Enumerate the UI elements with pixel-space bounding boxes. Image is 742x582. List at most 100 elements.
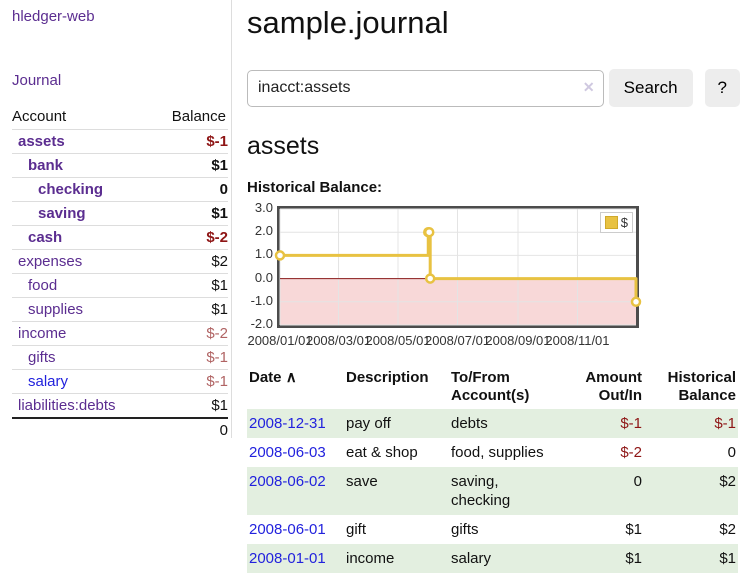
chart-title: Historical Balance: bbox=[247, 179, 383, 196]
x-axis-tick-label: 2008/09/01 bbox=[485, 333, 551, 348]
transactions-header-row: Date ∧ Description To/From Account(s) Am… bbox=[247, 365, 738, 409]
y-axis-tick-label: 2.0 bbox=[254, 223, 273, 239]
account-row: supplies $1 bbox=[12, 297, 228, 321]
transaction-amount: $1 bbox=[625, 550, 642, 567]
sidebar-account-link-checking[interactable]: checking bbox=[38, 181, 104, 198]
account-balance-value: $-2 bbox=[206, 325, 228, 342]
account-balance-value: 0 bbox=[219, 181, 228, 198]
brand-link[interactable]: hledger-web bbox=[12, 8, 95, 25]
transaction-balance: $-1 bbox=[714, 415, 736, 432]
sidebar-account-link-supplies[interactable]: supplies bbox=[28, 301, 84, 318]
account-balance-value: $1 bbox=[211, 157, 228, 174]
transaction-amount: 0 bbox=[633, 473, 642, 490]
account-balance-value: $-1 bbox=[206, 373, 228, 390]
account-rows: assets $-1 bank $1 checking 0 saving $1 cash $-2 e… bbox=[12, 129, 228, 417]
x-axis-tick-label: 2008/07/01 bbox=[424, 333, 491, 348]
transactions-table: Date ∧ Description To/From Account(s) Am… bbox=[247, 365, 738, 573]
account-balance-value: $-1 bbox=[206, 349, 228, 366]
sidebar-account-link-food[interactable]: food bbox=[28, 277, 58, 294]
x-axis-tick-label: 2008/05/01 bbox=[365, 333, 431, 348]
legend-series-swatch bbox=[604, 216, 618, 229]
account-balance-value: $1 bbox=[211, 277, 228, 294]
date-header-label: Date bbox=[249, 369, 282, 386]
transaction-balance: $2 bbox=[719, 473, 736, 490]
account-balance-value: $1 bbox=[211, 301, 228, 318]
transaction-date-link[interactable]: 2008-12-31 bbox=[249, 415, 326, 432]
search-button[interactable]: Search bbox=[608, 69, 693, 107]
amount-column-header: Amount Out/In bbox=[585, 369, 642, 404]
account-table-header: Account Balance bbox=[12, 105, 228, 129]
clear-search-icon[interactable]: ✕ bbox=[582, 79, 595, 96]
transaction-description: income bbox=[346, 550, 395, 567]
transaction-description: pay off bbox=[346, 415, 391, 432]
transaction-row: 2008-01-01 income salary $1 $1 bbox=[247, 544, 738, 573]
transaction-description: save bbox=[346, 473, 378, 490]
account-row: cash $-2 bbox=[12, 225, 228, 249]
transaction-date-link[interactable]: 2008-06-01 bbox=[249, 521, 326, 538]
x-axis-tick-label: 2008/01/01 bbox=[247, 333, 313, 348]
account-total-row: 0 bbox=[12, 417, 228, 442]
transaction-balance: $2 bbox=[719, 521, 736, 538]
account-row: expenses $2 bbox=[12, 249, 228, 273]
main-content: sample.journal ✕ Search ? assets Histori… bbox=[232, 0, 742, 573]
nav-journal-link[interactable]: Journal bbox=[12, 72, 62, 89]
sidebar-account-link-saving[interactable]: saving bbox=[38, 205, 86, 222]
account-column-header: Account bbox=[12, 108, 67, 125]
sidebar-account-link-liabilities-debts[interactable]: liabilities:debts bbox=[18, 397, 116, 414]
account-balance-table: Account Balance assets $-1 bank $1 checking 0… bbox=[12, 105, 228, 442]
sidebar-account-link-income[interactable]: income bbox=[18, 325, 67, 342]
sidebar-account-link-salary[interactable]: salary bbox=[28, 373, 69, 390]
transaction-amount: $1 bbox=[625, 521, 642, 538]
account-balance-value: $1 bbox=[211, 397, 228, 414]
transaction-accounts: food, supplies bbox=[451, 444, 544, 461]
transaction-date-link[interactable]: 2008-06-03 bbox=[249, 444, 326, 461]
sort-ascending-icon: ∧ bbox=[285, 369, 297, 386]
transaction-balance: 0 bbox=[727, 444, 736, 461]
page-title: sample.journal bbox=[247, 5, 449, 40]
transaction-row: 2008-06-01 gift gifts $1 $2 bbox=[247, 515, 738, 544]
transaction-row: 2008-12-31 pay off debts $-1 $-1 bbox=[247, 409, 738, 438]
x-axis-tick-label: 2008/03/01 bbox=[305, 333, 372, 348]
account-row: assets $-1 bbox=[12, 129, 228, 153]
account-balance-value: $-2 bbox=[206, 229, 228, 246]
transaction-amount: $-1 bbox=[620, 415, 642, 432]
transaction-accounts: gifts bbox=[451, 521, 479, 538]
search-input[interactable] bbox=[247, 69, 604, 107]
sidebar-account-link-cash[interactable]: cash bbox=[28, 229, 63, 246]
sidebar-account-link-assets[interactable]: assets bbox=[18, 133, 65, 150]
account-row: salary $-1 bbox=[12, 369, 228, 393]
date-column-header[interactable]: Date ∧ bbox=[247, 365, 344, 409]
search-box: ✕ bbox=[247, 69, 604, 107]
transaction-accounts: salary bbox=[451, 550, 492, 567]
balance-column-header-main: Historical Balance bbox=[667, 369, 736, 404]
y-axis-tick-label: 0.0 bbox=[254, 269, 273, 285]
help-button[interactable]: ? bbox=[704, 69, 740, 107]
account-row: saving $1 bbox=[12, 201, 228, 225]
chart-legend: $ bbox=[599, 212, 633, 233]
account-row: checking 0 bbox=[12, 177, 228, 201]
legend-series-label: $ bbox=[620, 215, 628, 230]
transaction-date-link[interactable]: 2008-01-01 bbox=[249, 550, 326, 567]
transaction-date-link[interactable]: 2008-06-02 bbox=[249, 473, 326, 490]
transaction-row: 2008-06-03 eat & shop food, supplies $-2 0 bbox=[247, 438, 738, 467]
transaction-row: 2008-06-02 save saving, checking 0 $2 bbox=[247, 467, 738, 515]
sidebar-divider bbox=[231, 0, 232, 438]
y-axis-tick-label: 1.0 bbox=[254, 246, 273, 262]
account-balance-value: $2 bbox=[211, 253, 228, 270]
sidebar-account-link-expenses[interactable]: expenses bbox=[18, 253, 83, 270]
x-axis-tick-label: 2008/11/01 bbox=[545, 333, 610, 348]
transaction-accounts: debts bbox=[451, 415, 488, 432]
transaction-balance: $1 bbox=[719, 550, 736, 567]
y-axis-tick-label: -2.0 bbox=[250, 316, 273, 331]
transaction-description: gift bbox=[346, 521, 367, 538]
total-balance-value: 0 bbox=[219, 422, 228, 439]
chart-plot-area: $ bbox=[274, 206, 642, 328]
account-row: food $1 bbox=[12, 273, 228, 297]
sidebar-account-link-gifts[interactable]: gifts bbox=[28, 349, 56, 366]
transaction-description: eat & shop bbox=[346, 444, 418, 461]
sidebar-account-link-bank[interactable]: bank bbox=[28, 157, 64, 174]
description-column-header: Description bbox=[346, 369, 429, 386]
accounts-column-header: To/From Account(s) bbox=[451, 369, 530, 404]
transaction-amount: $-2 bbox=[620, 444, 642, 461]
